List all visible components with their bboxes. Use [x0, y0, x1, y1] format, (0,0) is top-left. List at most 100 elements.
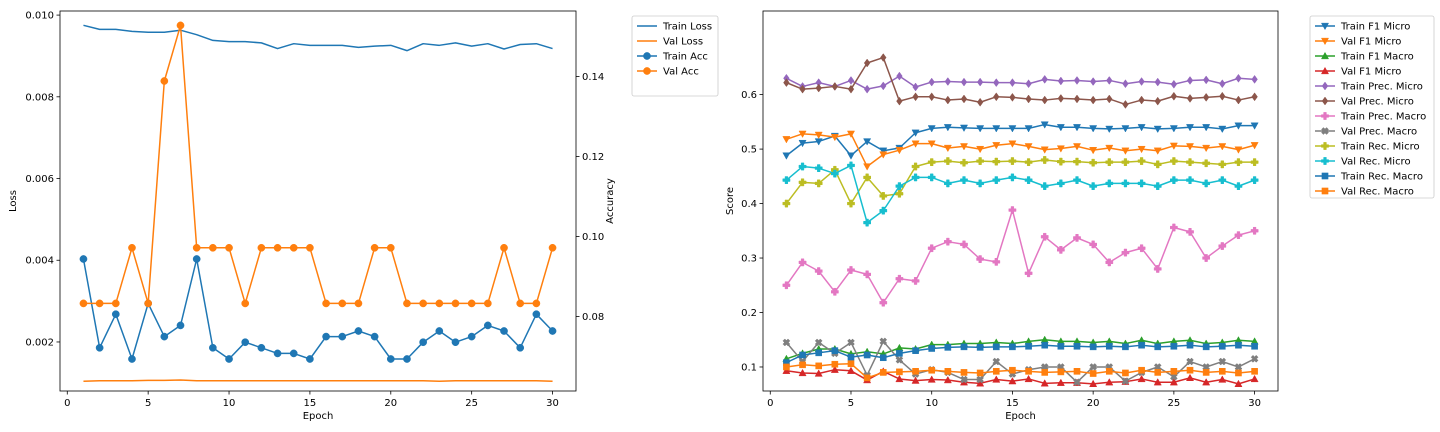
data-point-val-f1-micro-9 — [911, 140, 920, 148]
data-point-train-prec-macro-21 — [1105, 258, 1114, 267]
data-point-val-prec-micro-30 — [1251, 92, 1258, 102]
data-point-val-f1-micro-1 — [782, 366, 791, 374]
data-point-train-rec-macro-12 — [960, 343, 968, 351]
data-point-val-rec-micro-21 — [1105, 179, 1114, 188]
data-point-val-rec-macro-17 — [1041, 369, 1049, 376]
data-point-val-f1-micro-2 — [798, 130, 807, 138]
legend: Train Loss Val Loss Train Acc Val Acc — [631, 15, 719, 97]
data-point-train-f1-micro-12 — [959, 124, 969, 132]
series-val-rec-micro — [782, 161, 1259, 227]
data-point-val-rec-macro-18 — [1057, 368, 1065, 376]
x-axis-label: Epoch — [1005, 411, 1036, 422]
legend-label-train-f1-micro: Train F1 Micro — [1340, 22, 1410, 33]
data-point-val-rec-micro-5 — [847, 161, 855, 170]
y-right-tick-label: 0.14 — [582, 72, 604, 83]
data-point-train-prec-macro-10 — [927, 244, 936, 253]
data-point-train-rec-macro-13 — [976, 344, 984, 351]
data-point-val-acc-10 — [225, 243, 233, 252]
series-line-train-rec-micro — [785, 159, 1255, 205]
data-point-val-prec-macro-26 — [1186, 357, 1194, 366]
legend-marker-train-acc — [643, 52, 651, 60]
data-point-train-acc-17 — [338, 332, 347, 341]
data-point-train-rec-micro-19 — [1073, 157, 1081, 166]
x-tick-label: 5 — [848, 398, 854, 409]
data-point-val-prec-macro-7 — [879, 337, 888, 346]
data-point-train-f1-micro-27 — [1202, 124, 1211, 132]
data-point-val-prec-micro-14 — [993, 92, 1000, 102]
data-point-val-f1-micro-5 — [846, 130, 856, 138]
data-point-train-rec-micro-14 — [992, 157, 1001, 166]
legend-marker-train-rec-macro — [1321, 172, 1329, 180]
data-point-train-rec-macro-30 — [1251, 342, 1258, 350]
data-point-train-prec-micro-9 — [912, 82, 919, 92]
legend: Train F1 Micro Val F1 Micro Train F1 Macro… — [1309, 15, 1435, 199]
data-point-val-prec-micro-26 — [1186, 94, 1194, 103]
data-point-val-prec-micro-12 — [960, 94, 968, 104]
data-point-train-f1-micro-24 — [1153, 125, 1162, 134]
data-point-val-f1-micro-13 — [976, 145, 985, 154]
data-point-train-prec-macro-14 — [992, 257, 1001, 266]
data-point-val-prec-micro-2 — [799, 84, 806, 94]
data-point-val-acc-12 — [257, 243, 266, 252]
data-point-val-f1-micro-4 — [830, 365, 839, 373]
data-point-val-rec-macro-2 — [799, 361, 806, 369]
data-point-val-rec-macro-21 — [1105, 368, 1113, 375]
y-tick-label: 0.008 — [25, 92, 54, 103]
legend-label-val-prec-macro: Val Prec. Macro — [1341, 127, 1417, 138]
data-point-train-rec-micro-11 — [944, 157, 952, 165]
data-point-train-rec-micro-21 — [1105, 158, 1114, 167]
series-line-train-prec-macro — [785, 209, 1255, 304]
data-point-train-rec-macro-4 — [831, 347, 839, 354]
data-point-train-rec-macro-28 — [1218, 342, 1226, 350]
data-point-train-prec-macro-13 — [976, 255, 984, 263]
data-point-val-acc-29 — [532, 299, 541, 308]
data-point-val-f1-micro-6 — [863, 163, 872, 171]
y-tick-label: 0.006 — [25, 174, 54, 185]
data-point-val-acc-1 — [79, 299, 88, 308]
data-point-val-prec-micro-5 — [847, 84, 855, 94]
data-point-train-f1-micro-23 — [1137, 124, 1146, 132]
data-point-train-prec-micro-5 — [847, 76, 855, 85]
data-point-val-f1-micro-30 — [1250, 374, 1259, 383]
data-point-val-prec-micro-9 — [912, 92, 919, 102]
data-point-val-f1-micro-25 — [1169, 378, 1178, 386]
data-point-train-acc-19 — [370, 332, 379, 341]
data-point-train-acc-4 — [128, 355, 136, 363]
data-point-train-acc-9 — [209, 343, 217, 352]
data-point-val-prec-micro-23 — [1138, 95, 1145, 105]
plot-frame — [762, 10, 1279, 392]
y-tick-label: 0.4 — [741, 199, 757, 210]
data-point-train-prec-micro-10 — [928, 77, 935, 87]
data-point-val-acc-28 — [516, 299, 525, 308]
data-point-train-prec-macro-3 — [814, 267, 823, 275]
data-point-val-f1-micro-20 — [1089, 379, 1098, 387]
data-point-train-f1-micro-2 — [798, 139, 807, 148]
data-point-val-rec-micro-23 — [1137, 179, 1146, 188]
data-point-train-rec-macro-8 — [896, 350, 903, 357]
y-tick-label: 0.3 — [741, 254, 757, 265]
data-point-val-prec-micro-17 — [1041, 95, 1048, 105]
legend-marker-train-rec-micro — [1321, 142, 1329, 150]
data-point-val-rec-micro-16 — [1024, 176, 1033, 184]
data-point-val-f1-micro-24 — [1153, 378, 1162, 386]
legend-label-train-prec-micro: Train Prec. Micro — [1340, 82, 1423, 93]
data-point-val-f1-micro-18 — [1056, 378, 1065, 386]
data-point-val-f1-micro-10 — [927, 375, 936, 383]
data-point-train-prec-micro-14 — [993, 78, 1000, 88]
data-point-train-rec-macro-26 — [1186, 341, 1194, 349]
data-point-val-rec-macro-6 — [863, 374, 871, 382]
data-point-val-rec-macro-16 — [1025, 368, 1032, 375]
data-point-val-prec-micro-24 — [1154, 96, 1161, 106]
data-point-val-rec-macro-22 — [1122, 369, 1129, 377]
data-point-train-rec-micro-15 — [1008, 157, 1017, 165]
data-point-train-rec-micro-6 — [863, 173, 871, 182]
data-point-val-prec-macro-29 — [1234, 363, 1243, 371]
data-point-train-rec-micro-29 — [1234, 158, 1243, 167]
data-point-train-prec-micro-25 — [1170, 79, 1178, 89]
data-point-val-acc-25 — [467, 299, 476, 308]
data-point-train-f1-micro-13 — [976, 125, 985, 133]
data-point-val-acc-21 — [403, 299, 411, 308]
data-point-val-rec-macro-24 — [1154, 369, 1162, 376]
data-point-val-prec-micro-8 — [896, 96, 903, 106]
